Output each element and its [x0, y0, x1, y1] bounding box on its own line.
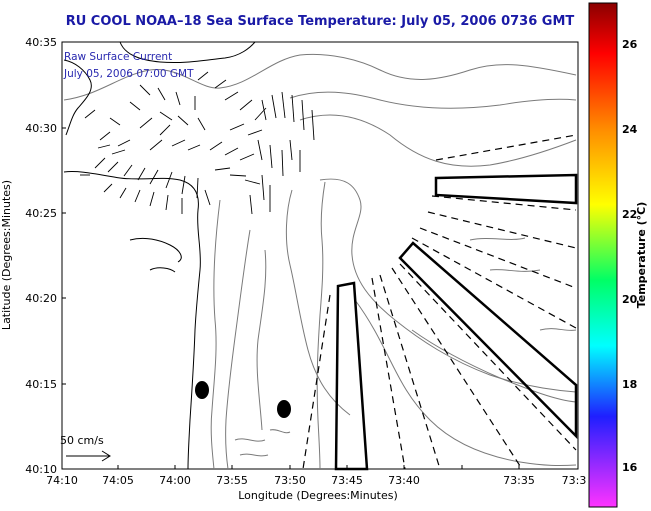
contour-lines: [63, 53, 577, 470]
dashed-survey-lines: [302, 134, 577, 470]
temperature-colorbar: 26 24 22 20 18 16 Temperature (°C): [588, 2, 648, 508]
solid-sectors: [334, 173, 578, 471]
contour-line: [354, 299, 577, 467]
contour-line: [289, 91, 577, 109]
x-tick-label: 74:05: [102, 474, 134, 487]
coastline-segment: [63, 171, 201, 470]
contour-line: [210, 199, 221, 470]
dashed-line: [391, 267, 523, 470]
contour-line: [234, 429, 291, 457]
colorbar-tick-label: 26: [622, 38, 638, 51]
map-plot-area: 50 cm/s Raw Surface Current July 05, 200…: [60, 41, 579, 471]
x-axis: 74:10 74:05 74:00 73:55 73:50 73:45 73:4…: [46, 465, 586, 502]
x-tick-label: 73:3: [562, 474, 587, 487]
contour-line: [316, 181, 326, 470]
map-title: RU COOL NOAA–18 Sea Surface Temperature:…: [66, 14, 575, 29]
scale-label: 50 cm/s: [60, 434, 104, 447]
y-axis: 40:35 40:30 40:25 40:20 40:15 40:10 Lati…: [0, 36, 66, 476]
y-tick-label: 40:15: [25, 378, 57, 391]
colorbar-tick-label: 16: [622, 461, 638, 474]
colorbar-tick-label: 24: [622, 123, 638, 136]
colorbar-tick-label: 20: [622, 293, 638, 306]
sector-outline: [398, 241, 578, 440]
scale-arrow: [66, 450, 111, 462]
dashed-line: [431, 195, 577, 211]
annotation-line-2: July 05, 2006 07:00 GMT: [63, 68, 194, 80]
dashed-line: [302, 294, 331, 470]
coastline-segment: [119, 41, 256, 64]
annotation-line-1: Raw Surface Current: [64, 51, 172, 63]
contour-line: [469, 237, 526, 241]
marker-ellipse: [195, 381, 209, 399]
contour-line: [539, 328, 577, 331]
dashed-line: [371, 277, 406, 470]
marker-ellipse: [277, 400, 291, 418]
dashed-line: [427, 211, 577, 249]
contour-line: [256, 249, 267, 431]
y-tick-label: 40:25: [25, 207, 57, 220]
coastline-segment: [129, 237, 182, 273]
x-tick-label: 73:35: [503, 474, 535, 487]
vector-cluster: [80, 71, 315, 215]
x-tick-label: 73:40: [388, 474, 420, 487]
y-tick-label: 40:20: [25, 292, 57, 305]
colorbar-gradient: [588, 2, 618, 508]
contour-line: [63, 53, 577, 101]
y-axis-label: Latitude (Degrees:Minutes): [0, 180, 13, 330]
sector-outline: [334, 281, 369, 471]
y-tick-label: 40:30: [25, 122, 57, 135]
coastline-segment: [63, 59, 92, 136]
current-vectors: [80, 71, 315, 215]
contour-line: [299, 114, 577, 167]
coastline: [63, 41, 256, 470]
x-tick-label: 73:50: [274, 474, 306, 487]
x-tick-label: 74:10: [46, 474, 78, 487]
contour-line: [225, 229, 251, 470]
contour-line: [489, 269, 541, 272]
sector-outline: [434, 173, 578, 205]
colorbar-tick-label: 18: [622, 378, 637, 391]
contour-line: [411, 329, 577, 403]
contour-line: [285, 189, 351, 416]
dashed-line: [399, 263, 577, 451]
y-tick-label: 40:35: [25, 36, 57, 49]
x-axis-label: Longitude (Degrees:Minutes): [238, 489, 398, 502]
plot-frame: [61, 41, 579, 470]
colorbar-label: Temperature (°C): [635, 202, 648, 309]
y-tick-label: 40:10: [25, 463, 57, 476]
dashed-line: [379, 274, 441, 470]
x-tick-label: 73:45: [331, 474, 363, 487]
x-tick-label: 73:55: [216, 474, 248, 487]
x-tick-label: 74:00: [159, 474, 191, 487]
dashed-line: [419, 227, 577, 289]
colorbar-tick-label: 22: [622, 208, 637, 221]
